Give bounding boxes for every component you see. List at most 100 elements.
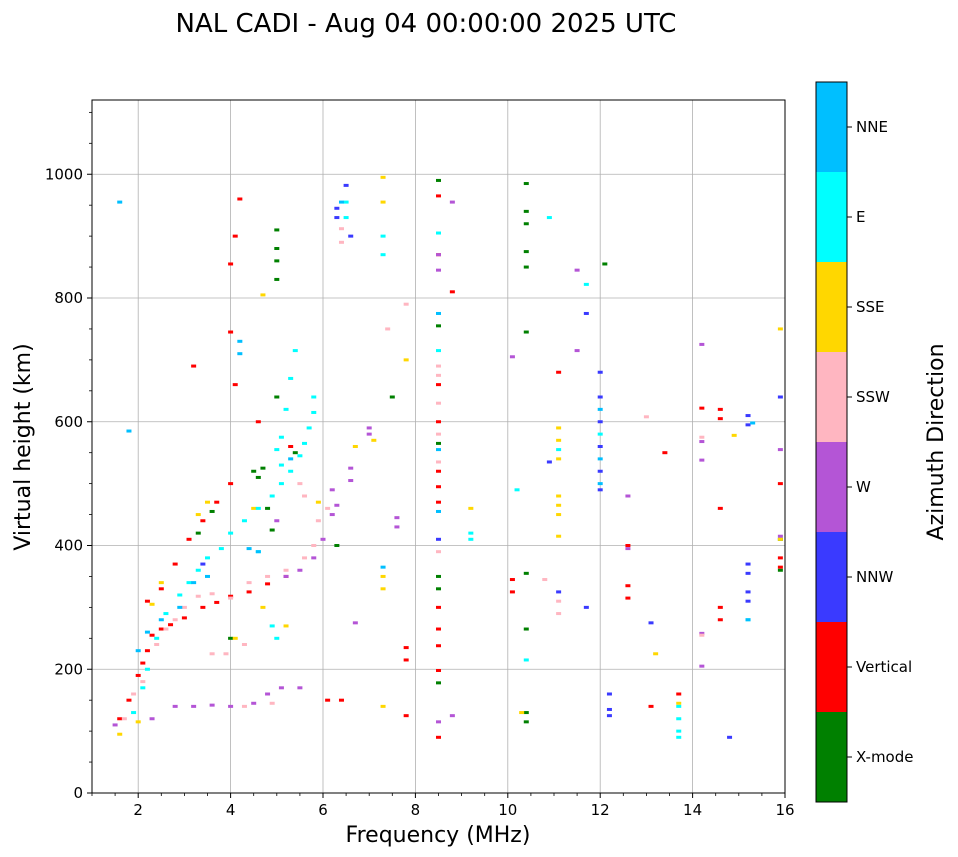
data-point-w [699,342,705,346]
data-point-nnw [745,423,751,427]
data-point-w [366,426,372,430]
data-point-vertical [436,644,441,648]
data-point-nne [177,605,183,609]
data-point-vertical [338,698,344,702]
data-point-vertical [436,485,441,489]
data-point-nnw [606,692,612,696]
data-point-nne [144,630,150,634]
data-point-e [269,494,275,498]
data-point-w [777,534,783,538]
data-point-x-mode [436,178,441,182]
data-point-e [288,376,294,380]
data-point-x-mode [274,228,280,232]
data-point-vertical [214,600,220,604]
data-point-vertical [436,735,441,739]
data-point-vertical [288,445,294,448]
data-point-w [699,664,705,668]
data-point-x-mode [436,324,441,328]
data-point-vertical [449,290,455,294]
data-point-w [149,717,155,721]
data-point-sse [371,438,377,442]
data-point-vertical [126,698,132,702]
data-point-vertical [228,330,234,334]
data-point-sse [205,500,210,504]
data-point-ssw [209,592,215,596]
data-point-x-mode [523,250,529,254]
data-point-sse [195,513,201,517]
data-point-e [186,581,192,585]
data-point-w [436,253,441,257]
data-point-w [394,516,400,520]
data-point-e [218,547,224,551]
data-point-x-mode [292,451,298,455]
data-point-nnw [777,395,783,399]
data-point-w [509,355,515,359]
data-point-vertical [168,623,174,627]
data-point-vertical [135,673,141,677]
data-point-vertical [436,194,441,198]
data-point-vertical [228,482,234,486]
data-point-vertical [232,383,238,387]
data-point-nne [237,339,243,343]
data-point-nnw [343,183,349,187]
data-point-e [278,482,284,486]
data-point-ssw [556,612,562,616]
data-point-sse [260,605,266,609]
data-point-vertical [232,234,238,238]
data-point-ssw [542,578,548,582]
data-point-w [436,268,441,272]
y-tick-label: 800 [54,289,83,307]
data-point-vertical [172,562,178,566]
colorbar-segment [816,352,847,442]
data-point-sse [135,720,141,724]
data-point-sse [283,624,289,628]
data-point-sse [380,200,386,204]
data-point-e [140,686,146,690]
data-point-ssw [403,302,409,306]
data-point-x-mode [523,720,529,724]
data-point-vertical [158,627,164,631]
colorbar-segment [816,262,847,352]
data-point-ssw [699,633,705,637]
data-point-x-mode [436,441,441,445]
data-point-vertical [325,698,331,702]
data-point-ssw [241,704,247,708]
data-point-nnw [597,469,603,473]
data-point-w [777,448,783,452]
data-point-vertical [676,692,682,696]
data-point-e [546,216,552,220]
data-point-ssw [436,373,441,377]
data-point-nne [380,565,386,569]
data-point-e [676,735,682,739]
data-point-w [278,686,284,690]
data-point-x-mode [436,681,441,685]
data-point-e [274,448,280,452]
data-point-e [311,395,317,399]
colorbar-title: Azimuth Direction [924,343,949,540]
data-point-e [597,432,603,436]
data-point-vertical [228,262,234,266]
colorbar-label: NNW [856,568,893,586]
data-point-sse [777,327,783,331]
data-point-ssw [283,568,289,572]
data-point-sse [556,503,562,507]
data-point-x-mode [334,544,340,547]
data-point-vertical [403,646,409,650]
x-tick-label: 4 [226,801,236,819]
colorbar: X-mode Vertical NNW W SSW SSE E NNE Azimuth Dir… [815,81,949,803]
data-point-nne [191,581,197,585]
data-point-e [241,519,247,523]
data-point-x-mode [255,475,261,479]
data-point-e [144,667,150,671]
data-point-e [468,531,474,535]
data-point-w [348,479,354,483]
data-point-e [288,469,294,473]
data-point-w [352,621,358,625]
data-point-e [676,704,682,708]
data-point-ssw [436,460,441,464]
data-point-nne [745,618,751,622]
data-point-e [343,200,349,204]
data-point-x-mode [274,395,280,399]
data-point-e [163,612,169,616]
data-point-e [380,253,386,257]
